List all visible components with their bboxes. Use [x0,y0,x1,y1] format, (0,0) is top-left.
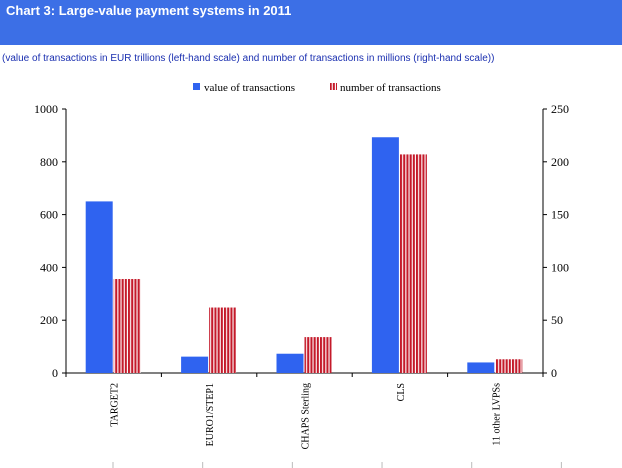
bar-value-of-transactions [371,137,399,373]
chart-header: Chart 3: Large-value payment systems in … [0,0,622,45]
x-axis-category-label: CHAPS Sterling [301,383,312,449]
right-axis-tick-label: 150 [551,208,569,222]
legend-swatch-number [330,83,337,90]
right-axis-tick-label: 50 [551,313,563,327]
bar-value-of-transactions [467,362,495,373]
left-axis-tick-label: 1000 [34,102,58,116]
bar-number-of-transactions [399,154,427,373]
x-axis-category-label: TARGET2 [110,383,121,427]
right-axis-tick-label: 0 [551,366,557,380]
left-axis-tick-label: 800 [40,155,58,169]
bar-value-of-transactions [85,201,113,373]
bar-value-of-transactions [276,353,304,373]
chart-title: Chart 3: Large-value payment systems in … [6,3,292,18]
legend-label-value: value of transactions [204,82,295,94]
legend-label-number: number of transactions [340,82,441,94]
left-axis-tick-label: 200 [40,313,58,327]
right-axis-tick-label: 250 [551,102,569,116]
chart-subtitle: (value of transactions in EUR trillions … [2,53,495,64]
legend-swatch-value [193,83,200,90]
bar-number-of-transactions [113,279,141,373]
left-axis-tick-label: 400 [40,260,58,274]
x-axis-category-label: 11 other LVPSs [491,383,502,446]
bar-value-of-transactions [181,356,209,373]
x-axis-category-label: CLS [396,383,407,401]
left-axis-tick-label: 0 [52,366,58,380]
bar-number-of-transactions [304,337,332,373]
right-axis-tick-label: 200 [551,155,569,169]
bar-number-of-transactions [495,359,523,373]
bar-number-of-transactions [209,307,237,373]
x-axis-category-label: EURO1/STEP1 [205,383,216,446]
left-axis-tick-label: 600 [40,208,58,222]
right-axis-tick-label: 100 [551,260,569,274]
